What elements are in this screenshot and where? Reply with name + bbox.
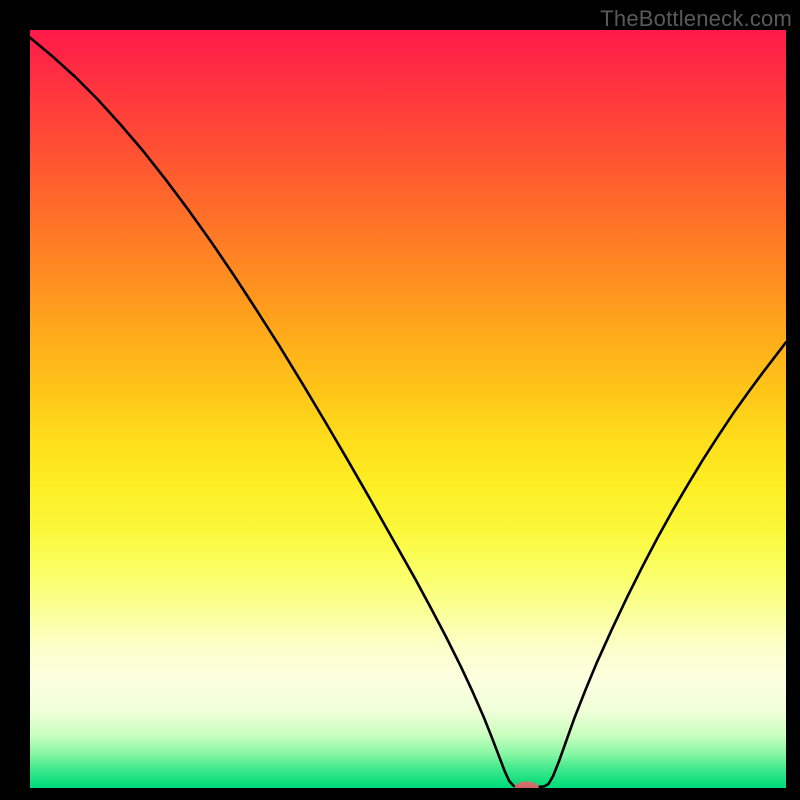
chart-svg	[30, 30, 786, 788]
gradient-background	[30, 30, 786, 788]
watermark-text: TheBottleneck.com	[600, 6, 792, 32]
bottleneck-chart	[30, 30, 786, 788]
page-container: TheBottleneck.com	[0, 0, 800, 800]
